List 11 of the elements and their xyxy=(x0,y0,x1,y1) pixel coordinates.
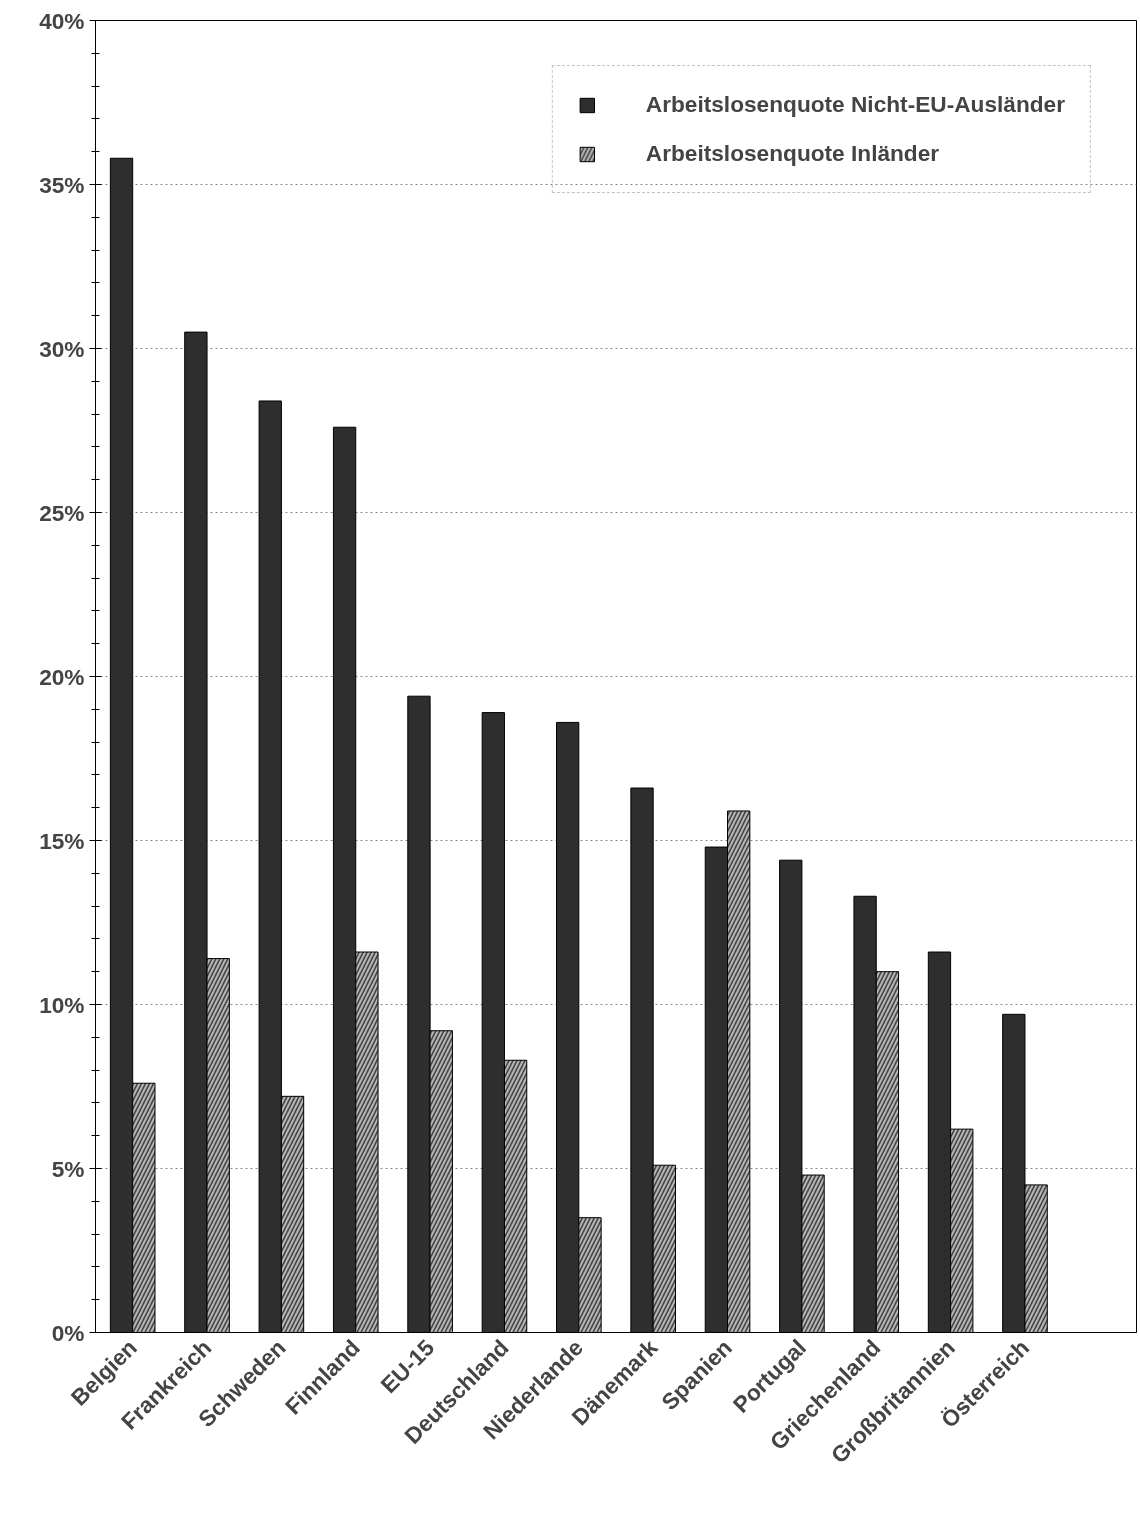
y-tick-label: 25% xyxy=(39,499,85,526)
y-tick-label: 10% xyxy=(39,991,85,1018)
legend-label: Arbeitslosenquote Nicht-EU-Ausländer xyxy=(645,91,1065,118)
y-tick-label: 20% xyxy=(39,663,85,690)
y-tick-label: 30% xyxy=(39,335,85,362)
y-tick-label: 5% xyxy=(51,1155,85,1182)
y-tick-label: 0% xyxy=(51,1319,85,1346)
legend-label: Arbeitslosenquote Inländer xyxy=(645,140,940,167)
y-tick-label: 35% xyxy=(39,171,85,198)
y-tick-label: 40% xyxy=(39,7,85,34)
y-tick-label: 15% xyxy=(39,827,85,854)
